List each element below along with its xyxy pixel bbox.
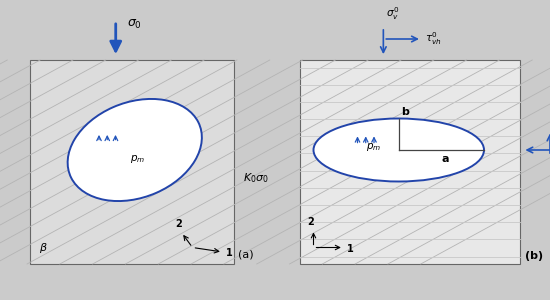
Ellipse shape: [68, 99, 202, 201]
Text: $\sigma_0$: $\sigma_0$: [126, 17, 142, 31]
Text: a: a: [442, 154, 449, 164]
Text: (b): (b): [525, 251, 543, 261]
Text: $K_0\sigma_0$: $K_0\sigma_0$: [243, 171, 269, 185]
Text: $p_m$: $p_m$: [366, 141, 382, 153]
Bar: [30, 60, 234, 264]
Text: 1: 1: [226, 248, 232, 259]
Text: b: b: [402, 107, 409, 117]
Text: (a): (a): [238, 250, 254, 260]
Ellipse shape: [314, 118, 484, 182]
Text: $\sigma_v^0$: $\sigma_v^0$: [386, 6, 399, 22]
Text: 2: 2: [307, 217, 314, 227]
Text: $\beta$: $\beta$: [39, 241, 47, 255]
Text: $\tau_{vh}^0$: $\tau_{vh}^0$: [425, 31, 441, 47]
Bar: [300, 60, 520, 264]
Text: $p_m$: $p_m$: [130, 153, 145, 165]
Text: 1: 1: [346, 244, 353, 254]
Text: 2: 2: [175, 219, 182, 229]
